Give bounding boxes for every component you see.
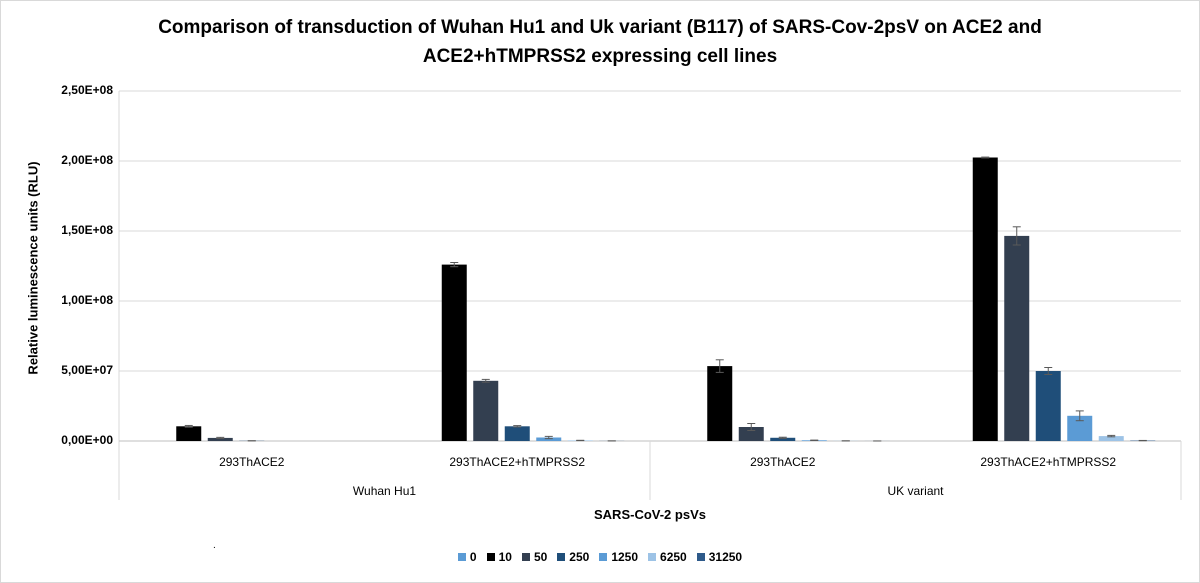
legend-label: 6250	[660, 550, 687, 564]
legend-item: 50	[521, 550, 548, 564]
y-tick-label: 0,00E+00	[61, 433, 113, 447]
bar-50-3	[1004, 235, 1030, 441]
legend-swatch	[599, 553, 608, 561]
category-label: 293ThACE2+hTMPRSS2	[980, 455, 1117, 469]
legend-item: 250	[557, 550, 589, 564]
bar-250-1	[504, 426, 530, 441]
bar-10-2	[707, 366, 733, 441]
legend-label: 50	[533, 550, 548, 564]
legend-swatch	[648, 553, 657, 561]
bar-10-0	[176, 426, 202, 441]
category-label: 293ThACE2	[219, 455, 285, 469]
legend-label: 31250	[708, 550, 743, 564]
group-label: Wuhan Hu1	[352, 484, 417, 498]
bar-10-1	[441, 264, 467, 441]
legend-item: 31250	[696, 550, 743, 564]
legend-item: 6250	[648, 550, 687, 564]
y-tick-label: 2,00E+08	[61, 153, 113, 167]
category-label: 293ThACE2	[750, 455, 816, 469]
legend-item: 10	[486, 550, 512, 564]
legend-item: 1250	[599, 550, 638, 564]
legend-swatch	[486, 553, 495, 561]
legend-label: 10	[498, 550, 512, 564]
legend: 0 10 50 250 1250 6250 31250	[0, 550, 1200, 564]
legend-label: 250	[569, 550, 590, 564]
stray-dot: .	[213, 540, 216, 551]
bar-250-2	[770, 437, 796, 441]
legend-label: 0	[469, 550, 477, 564]
chart-title-line-2: ACE2+hTMPRSS2 expressing cell lines	[422, 46, 778, 67]
legend-swatch	[521, 553, 530, 561]
legend-label: 1250	[611, 550, 639, 564]
y-tick-label: 1,50E+08	[61, 223, 113, 237]
group-label: UK variant	[887, 484, 944, 498]
y-tick-label: 5,00E+07	[61, 363, 113, 377]
chart-title-line-1: Comparison of transduction of Wuhan Hu1 …	[158, 17, 1042, 38]
bar-50-1	[473, 380, 499, 441]
legend-swatch	[457, 553, 466, 561]
bar-250-3	[1035, 371, 1061, 441]
legend-item: 0	[457, 550, 477, 564]
y-axis-label: Relative luminescence units (RLU)	[25, 161, 41, 375]
x-axis-label: SARS-CoV-2 psVs	[594, 507, 706, 522]
bar-10-3	[972, 157, 998, 441]
legend-swatch	[557, 553, 566, 561]
legend-swatch	[696, 553, 705, 561]
bar-50-2	[738, 427, 764, 441]
y-tick-label: 2,50E+08	[61, 83, 113, 97]
bar-1250-1	[536, 437, 562, 441]
y-tick-label: 1,00E+08	[61, 293, 113, 307]
bar-6250-3	[1098, 436, 1124, 441]
bar-50-0	[207, 437, 233, 441]
category-label: 293ThACE2+hTMPRSS2	[449, 455, 586, 469]
